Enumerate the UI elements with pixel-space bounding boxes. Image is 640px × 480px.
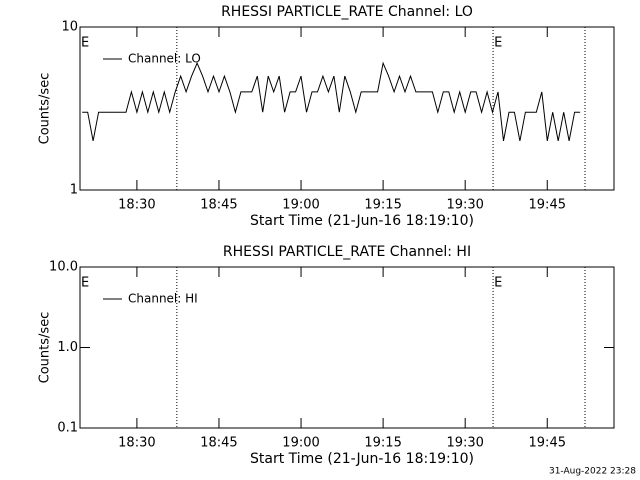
y-tick-label: 10.0 [49, 260, 78, 275]
chart-title: RHESSI PARTICLE_RATE Channel: HI [223, 244, 471, 260]
x-tick-label: 19:00 [282, 436, 319, 451]
x-tick-label: 19:00 [282, 198, 319, 213]
legend-label: Channel: HI [128, 292, 198, 306]
footer: 31-Aug-2022 23:28 [549, 467, 636, 477]
y-tick-label: 0.1 [57, 421, 78, 436]
x-axis-title: Start Time (21-Jun-16 18:19:10) [250, 451, 474, 467]
y-axis-title: Counts/sec [38, 312, 53, 384]
annotation: E [81, 36, 89, 51]
x-tick-label: 18:30 [118, 436, 155, 451]
data-line [82, 61, 581, 141]
x-tick-label: 19:45 [529, 198, 566, 213]
x-tick-label: 19:15 [364, 436, 401, 451]
x-tick-label: 19:45 [529, 436, 566, 451]
x-tick-label: 18:45 [200, 436, 237, 451]
y-tick-label: 1 [70, 183, 78, 198]
x-tick-label: 19:30 [446, 198, 483, 213]
x-axis-title: Start Time (21-Jun-16 18:19:10) [250, 213, 474, 229]
chart-title: RHESSI PARTICLE_RATE Channel: LO [221, 4, 473, 20]
y-tick-label: 1.0 [57, 340, 78, 355]
x-tick-label: 19:15 [364, 198, 401, 213]
annotation: E [494, 276, 502, 291]
y-axis-title: Counts/sec [38, 73, 53, 145]
legend-label: Channel: LO [128, 52, 201, 66]
plot-frame [79, 26, 615, 191]
y-tick-label: 10 [61, 20, 78, 35]
annotation: E [494, 36, 502, 51]
annotation: E [81, 276, 89, 291]
x-tick-label: 18:30 [118, 198, 155, 213]
x-tick-label: 18:45 [200, 198, 237, 213]
x-tick-label: 19:30 [446, 436, 483, 451]
